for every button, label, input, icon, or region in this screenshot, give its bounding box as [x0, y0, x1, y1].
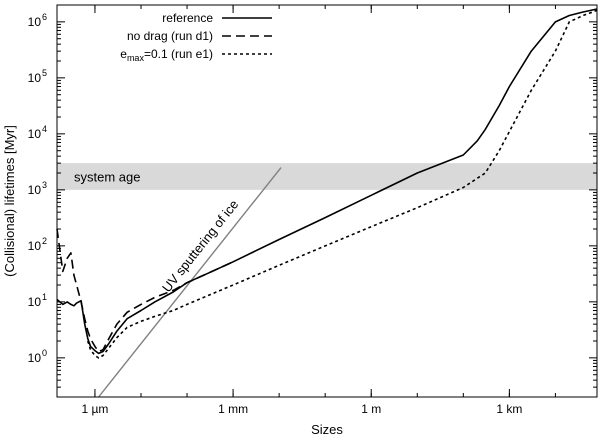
- y-tick-label: 10: [28, 183, 42, 197]
- x-axis-label: Sizes: [311, 422, 343, 437]
- y-axis-label: (Collisional) lifetimes [Myr]: [2, 125, 17, 277]
- band-layer: system age: [57, 163, 597, 190]
- series-layer: [56, 8, 598, 359]
- legend-label: no drag (run d1): [127, 29, 213, 43]
- y-tick-label: 10: [28, 295, 42, 309]
- y-tick-exponent: 6: [42, 12, 47, 22]
- plot-frame: [56, 4, 598, 398]
- y-tick-exponent: 2: [42, 236, 47, 246]
- legend-label: emax=0.1 (run e1): [120, 47, 213, 63]
- y-tick-label: 10: [28, 351, 42, 365]
- system-age-label: system age: [74, 169, 140, 184]
- x-tick-label: 1 mm: [218, 402, 248, 416]
- series-line-3: [87, 9, 598, 359]
- x-tick-label: 1 µm: [81, 402, 108, 416]
- y-tick-label: 10: [28, 239, 42, 253]
- x-tick-label: 1 m: [361, 402, 381, 416]
- y-tick-exponent: 1: [42, 292, 47, 302]
- system-age-band: [57, 163, 597, 190]
- legend-label: reference: [162, 11, 213, 25]
- y-tick-label: 10: [28, 15, 42, 29]
- y-tick-label: 10: [28, 127, 42, 141]
- x-tick-label: 1 km: [496, 402, 522, 416]
- y-tick-exponent: 5: [42, 68, 47, 78]
- y-tick-label: 10: [28, 71, 42, 85]
- series-line-2: [56, 228, 234, 353]
- legend: reference no drag (run d1) emax=0.1 (run e…: [120, 11, 272, 63]
- y-tick-exponent: 0: [42, 348, 47, 358]
- y-tick-exponent: 3: [42, 180, 47, 190]
- y-tick-exponent: 4: [42, 124, 47, 134]
